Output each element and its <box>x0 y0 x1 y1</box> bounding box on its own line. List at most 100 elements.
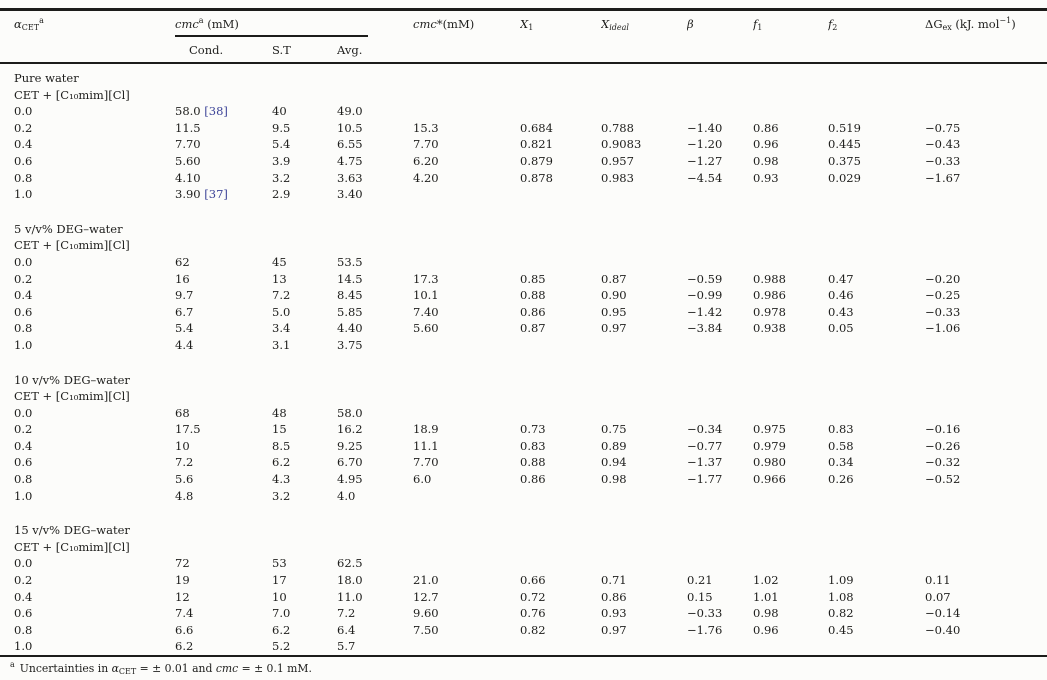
cell-x1: 0.76 <box>520 606 546 621</box>
cell-st: 3.9 <box>272 153 291 168</box>
cell-f1 <box>753 405 828 422</box>
cell-alpha: 0.0 <box>14 254 33 269</box>
cell-alpha: 0.2 <box>14 120 33 135</box>
cell-dg: −1.06 <box>925 321 961 336</box>
cell-st: 3.1 <box>272 337 291 352</box>
cell-cmcstar: 6.0 <box>413 472 432 487</box>
cell-beta <box>687 488 753 505</box>
cell-beta: −1.37 <box>687 455 723 470</box>
cell-x1 <box>520 186 601 203</box>
cell-beta: −1.76 <box>687 622 723 637</box>
cell-cmcstar: 7.70 <box>413 137 439 152</box>
cell-alpha: 0.6 <box>14 153 33 168</box>
cell-avg: 49.0 <box>337 104 363 119</box>
cell-alpha: 1.0 <box>14 187 33 202</box>
cell-cond: 7.70 <box>175 137 201 152</box>
footnote-text: = ± 0.1 mM. <box>238 662 312 675</box>
cell-f2: 0.34 <box>828 455 854 470</box>
cell-cmcstar <box>413 638 520 656</box>
table-row: 1.0 3.90 [37] 2.9 3.40 <box>0 186 1047 203</box>
cell-f2: 1.09 <box>828 573 854 588</box>
cell-f1: 0.966 <box>753 472 786 487</box>
cell-xideal: 0.97 <box>601 321 627 336</box>
cmc-star-symbol: cmc <box>413 17 437 31</box>
cell-f1 <box>753 254 828 271</box>
cell-avg: 4.95 <box>337 472 363 487</box>
cell-cond: 9.7 <box>175 288 194 303</box>
cell-f1: 0.96 <box>753 137 779 152</box>
cell-xideal <box>601 405 687 422</box>
cell-x1 <box>520 638 601 656</box>
footnote-text: = ± 0.01 and <box>136 662 216 675</box>
table-header: αCETa cmca (mM) cmc*(mM) X1 Xideal β f1 … <box>0 9 1047 64</box>
table-row: 0.8 4.10 3.2 3.63 4.20 0.878 0.983 −4.54 0.93 0.0… <box>0 170 1047 187</box>
cell-dg: −0.25 <box>925 288 961 303</box>
cell-st: 13 <box>272 271 287 286</box>
f1-subscript: 1 <box>757 23 763 32</box>
dg-exponent: −1 <box>999 16 1012 25</box>
cell-f1: 0.980 <box>753 455 786 470</box>
cell-cond: 19 <box>175 573 190 588</box>
cell-alpha: 0.6 <box>14 304 33 319</box>
table-footnote: a Uncertainties in αCET = ± 0.01 and cmc … <box>0 657 1047 676</box>
cell-cmcstar: 21.0 <box>413 573 439 588</box>
cell-xideal: 0.97 <box>601 622 627 637</box>
alpha-symbol: α <box>14 17 22 31</box>
cell-beta <box>687 638 753 656</box>
cell-alpha: 1.0 <box>14 639 33 654</box>
cell-alpha: 0.0 <box>14 104 33 119</box>
cell-f2 <box>828 103 925 120</box>
cell-f2: 0.82 <box>828 606 854 621</box>
cell-f1 <box>753 186 828 203</box>
cell-f2: 0.47 <box>828 271 854 286</box>
cell-cond: 7.2 <box>175 455 194 470</box>
col-header-st: S.T <box>272 43 337 64</box>
table-row: 0.6 5.60 3.9 4.75 6.20 0.879 0.957 −1.27 0.98 0.3… <box>0 153 1047 170</box>
cell-avg: 14.5 <box>337 271 363 286</box>
cell-beta <box>687 254 753 271</box>
table-row: 1.0 4.8 3.2 4.0 <box>0 488 1047 505</box>
citation-link[interactable]: [38] <box>204 104 228 119</box>
cell-alpha: 0.8 <box>14 472 33 487</box>
cell-beta: −1.20 <box>687 137 723 152</box>
cell-beta: −1.42 <box>687 304 723 319</box>
cell-dg: −0.43 <box>925 137 961 152</box>
cell-dg <box>925 488 1047 505</box>
table-row: 0.0 68 48 58.0 <box>0 405 1047 422</box>
cell-x1 <box>520 254 601 271</box>
section-system-label: CET + [C₁₀mim][Cl] <box>14 539 130 554</box>
cell-beta: −1.27 <box>687 153 723 168</box>
cmc-star-unit: (mM) <box>442 17 475 31</box>
cell-xideal: 0.87 <box>601 271 627 286</box>
cell-avg: 5.7 <box>337 639 356 654</box>
cell-x1: 0.86 <box>520 472 546 487</box>
cell-f2 <box>828 638 925 656</box>
col-header-cmc-group: cmca (mM) <box>175 10 413 44</box>
x-ideal-subscript: ideal <box>609 23 629 32</box>
cell-f1: 0.96 <box>753 622 779 637</box>
cell-avg: 16.2 <box>337 422 363 437</box>
cell-avg: 18.0 <box>337 573 363 588</box>
citation-link[interactable]: [37] <box>204 187 228 202</box>
cell-f2: 0.375 <box>828 153 861 168</box>
cell-cmcstar: 7.50 <box>413 622 439 637</box>
cell-beta: −0.77 <box>687 438 723 453</box>
cell-alpha: 0.4 <box>14 438 33 453</box>
cell-f2: 0.05 <box>828 321 854 336</box>
cell-cond: 5.60 <box>175 153 201 168</box>
x1-symbol: X <box>520 17 529 31</box>
cell-xideal: 0.94 <box>601 455 627 470</box>
cell-f2: 0.43 <box>828 304 854 319</box>
cell-f1: 0.86 <box>753 120 779 135</box>
mixed-micellization-table: αCETa cmca (mM) cmc*(mM) X1 Xideal β f1 … <box>0 8 1047 657</box>
f2-symbol: f <box>828 17 833 31</box>
footnote-marker-sup: a <box>198 16 204 25</box>
cell-cmcstar <box>413 488 520 505</box>
cell-cond: 4.8 <box>175 488 194 503</box>
cell-dg: 0.11 <box>925 573 951 588</box>
star-marker: * <box>436 17 443 31</box>
cell-f1 <box>753 555 828 572</box>
footnote-text: Uncertainties in <box>19 662 112 675</box>
x-ideal-symbol: X <box>601 17 610 31</box>
cell-dg <box>925 186 1047 203</box>
